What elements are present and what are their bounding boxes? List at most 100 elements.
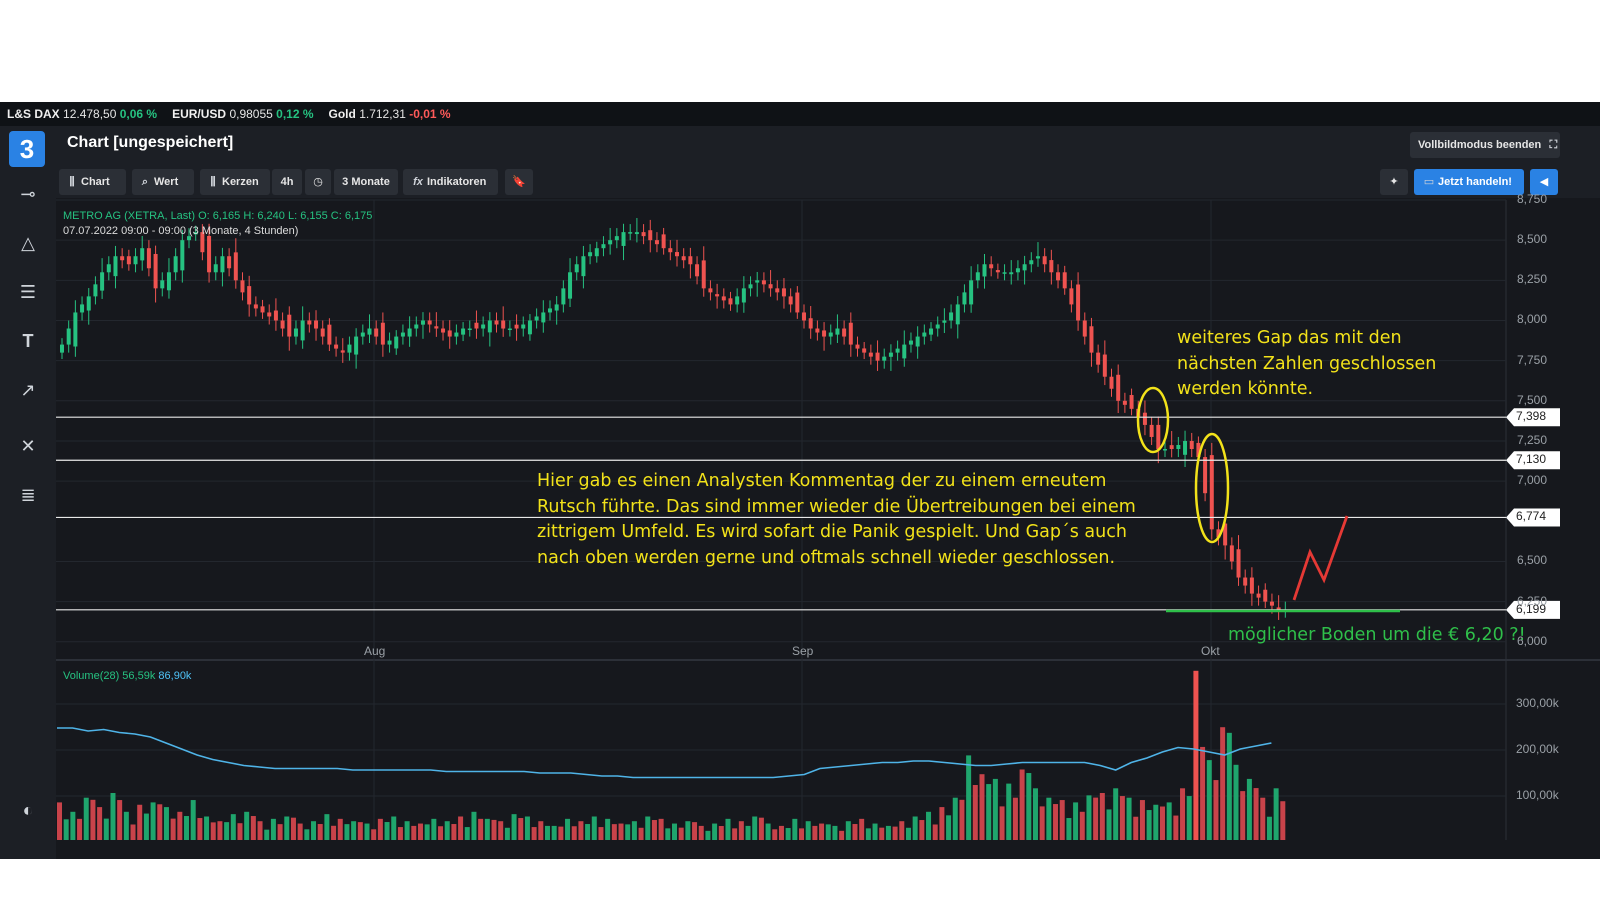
candle-body <box>66 328 71 345</box>
candle-body <box>1169 445 1174 450</box>
wert-label: Wert <box>154 176 179 188</box>
candle-body <box>735 296 740 305</box>
volume-bar <box>972 785 978 840</box>
volume-bar <box>438 826 444 840</box>
volume-bar <box>1133 816 1139 840</box>
candle-body <box>1269 601 1274 606</box>
volume-bar <box>504 827 510 840</box>
triangle-icon[interactable]: △ <box>21 233 35 253</box>
y-tick-label: 6,250 <box>1517 593 1548 608</box>
candle-body <box>788 296 793 305</box>
ticker-value: 0,98055 <box>229 107 277 121</box>
magic-button[interactable]: ✦ <box>1380 169 1408 195</box>
indicators-button[interactable]: fx Indikatoren <box>403 169 498 195</box>
collapse-panel-button[interactable]: ◀ <box>1530 169 1558 195</box>
x-tick-label: Aug <box>364 644 386 658</box>
volume-bar <box>1113 788 1119 840</box>
candle-body <box>902 344 907 359</box>
volume-bar <box>705 830 711 840</box>
volume-bar <box>297 823 303 840</box>
price-badge <box>1506 408 1560 427</box>
candle-body <box>126 256 131 265</box>
candle-body <box>695 264 700 277</box>
volume-bar <box>658 818 664 840</box>
volume-bar <box>805 821 811 840</box>
candle-body <box>795 292 800 313</box>
fullscreen-exit-button[interactable]: Vollbildmodus beenden ⛶ <box>1410 132 1560 158</box>
candle-body <box>541 312 546 323</box>
list-icon[interactable]: ≣ <box>20 485 36 505</box>
ticker-bar: L&S DAX 12.478,50 0,06 % EUR/USD 0,98055 … <box>0 102 1600 126</box>
page-title: Chart [ungespeichert] <box>67 134 234 151</box>
tools-icon[interactable]: ✕ <box>20 436 36 456</box>
volume-bar <box>1226 732 1232 840</box>
candle-body <box>267 312 272 317</box>
candle-body <box>1096 352 1101 365</box>
contrast-icon[interactable]: ◐ <box>22 800 34 820</box>
candle-body <box>220 256 225 273</box>
x-tick-label: Sep <box>792 644 814 658</box>
arrow-icon[interactable]: ↗ <box>20 380 36 400</box>
candle-body <box>621 232 626 246</box>
gap-highlight-ellipse <box>1194 432 1230 544</box>
trade-now-button[interactable]: ▭ Jetzt handeln! <box>1414 169 1524 195</box>
volume-tick-label: 100,00k <box>1516 788 1559 802</box>
fx-icon: fx <box>413 176 423 188</box>
candle-body <box>1216 529 1221 538</box>
volume-bar <box>879 827 885 840</box>
volume-bar <box>411 825 417 840</box>
y-tick-label: 7,500 <box>1517 392 1548 407</box>
volume-bar <box>1166 802 1172 840</box>
volume-bar <box>611 824 617 840</box>
candle-body <box>701 260 706 289</box>
volume-bar <box>224 822 230 840</box>
wert-button[interactable]: ⌕ Wert <box>132 169 194 195</box>
chart-type-button[interactable]: ⫼ Chart <box>59 169 126 195</box>
volume-bar <box>1066 818 1072 840</box>
volume-bar <box>257 821 263 840</box>
crosshair-icon[interactable]: ⊸ <box>20 184 36 204</box>
kerzen-label: Kerzen <box>222 176 259 188</box>
range-button[interactable]: 3 Monate <box>334 169 398 195</box>
price-label: 7,398 <box>1516 409 1547 424</box>
ticker-item[interactable]: EUR/USD 0,98055 0,12 % <box>172 102 313 126</box>
candle-body <box>501 320 506 329</box>
volume-bar <box>685 821 691 840</box>
volume-legend-label: Volume(28) 56,59k <box>63 670 156 682</box>
volume-bar <box>97 807 103 840</box>
kerzen-button[interactable]: ⫼ Kerzen <box>200 169 270 195</box>
trade-label: Jetzt handeln! <box>1438 176 1512 188</box>
brand-logo[interactable]: 3 <box>9 131 45 167</box>
volume-bar <box>919 820 925 840</box>
bookmark-button[interactable]: 🔖 <box>505 169 533 195</box>
candle-body <box>675 252 679 257</box>
volume-bar <box>725 818 731 840</box>
candle-body <box>949 312 954 321</box>
candle-body <box>300 320 305 341</box>
lines-icon[interactable]: ☰ <box>19 282 37 302</box>
clock-button[interactable]: ◷ <box>305 169 331 195</box>
volume-bar <box>865 828 871 840</box>
candle-body <box>1015 268 1020 273</box>
volume-bar <box>792 818 798 840</box>
candle-body <box>494 320 499 325</box>
candle-body <box>273 310 278 321</box>
ticker-item[interactable]: Gold 1.712,31 -0,01 % <box>329 102 451 126</box>
chart-ohlc-info: METRO AG (XETRA, Last) O: 6,165 H: 6,240… <box>63 210 373 222</box>
text-icon[interactable]: T <box>22 331 34 351</box>
volume-bar <box>999 806 1005 840</box>
volume-bar <box>551 825 557 840</box>
candle-body <box>514 324 519 329</box>
interval-button[interactable]: 4h <box>272 169 302 195</box>
volume-bar <box>1260 797 1266 840</box>
ticker-item[interactable]: L&S DAX 12.478,50 0,06 % <box>7 102 157 126</box>
candle-body <box>80 304 85 313</box>
volume-bar <box>585 824 591 840</box>
projection-arrow <box>1292 515 1349 601</box>
candle-body <box>414 324 419 329</box>
candle-body <box>140 248 145 261</box>
candle-body <box>995 270 1000 273</box>
volume-bar <box>397 827 403 840</box>
ticker-value: 1.712,31 <box>359 107 410 121</box>
